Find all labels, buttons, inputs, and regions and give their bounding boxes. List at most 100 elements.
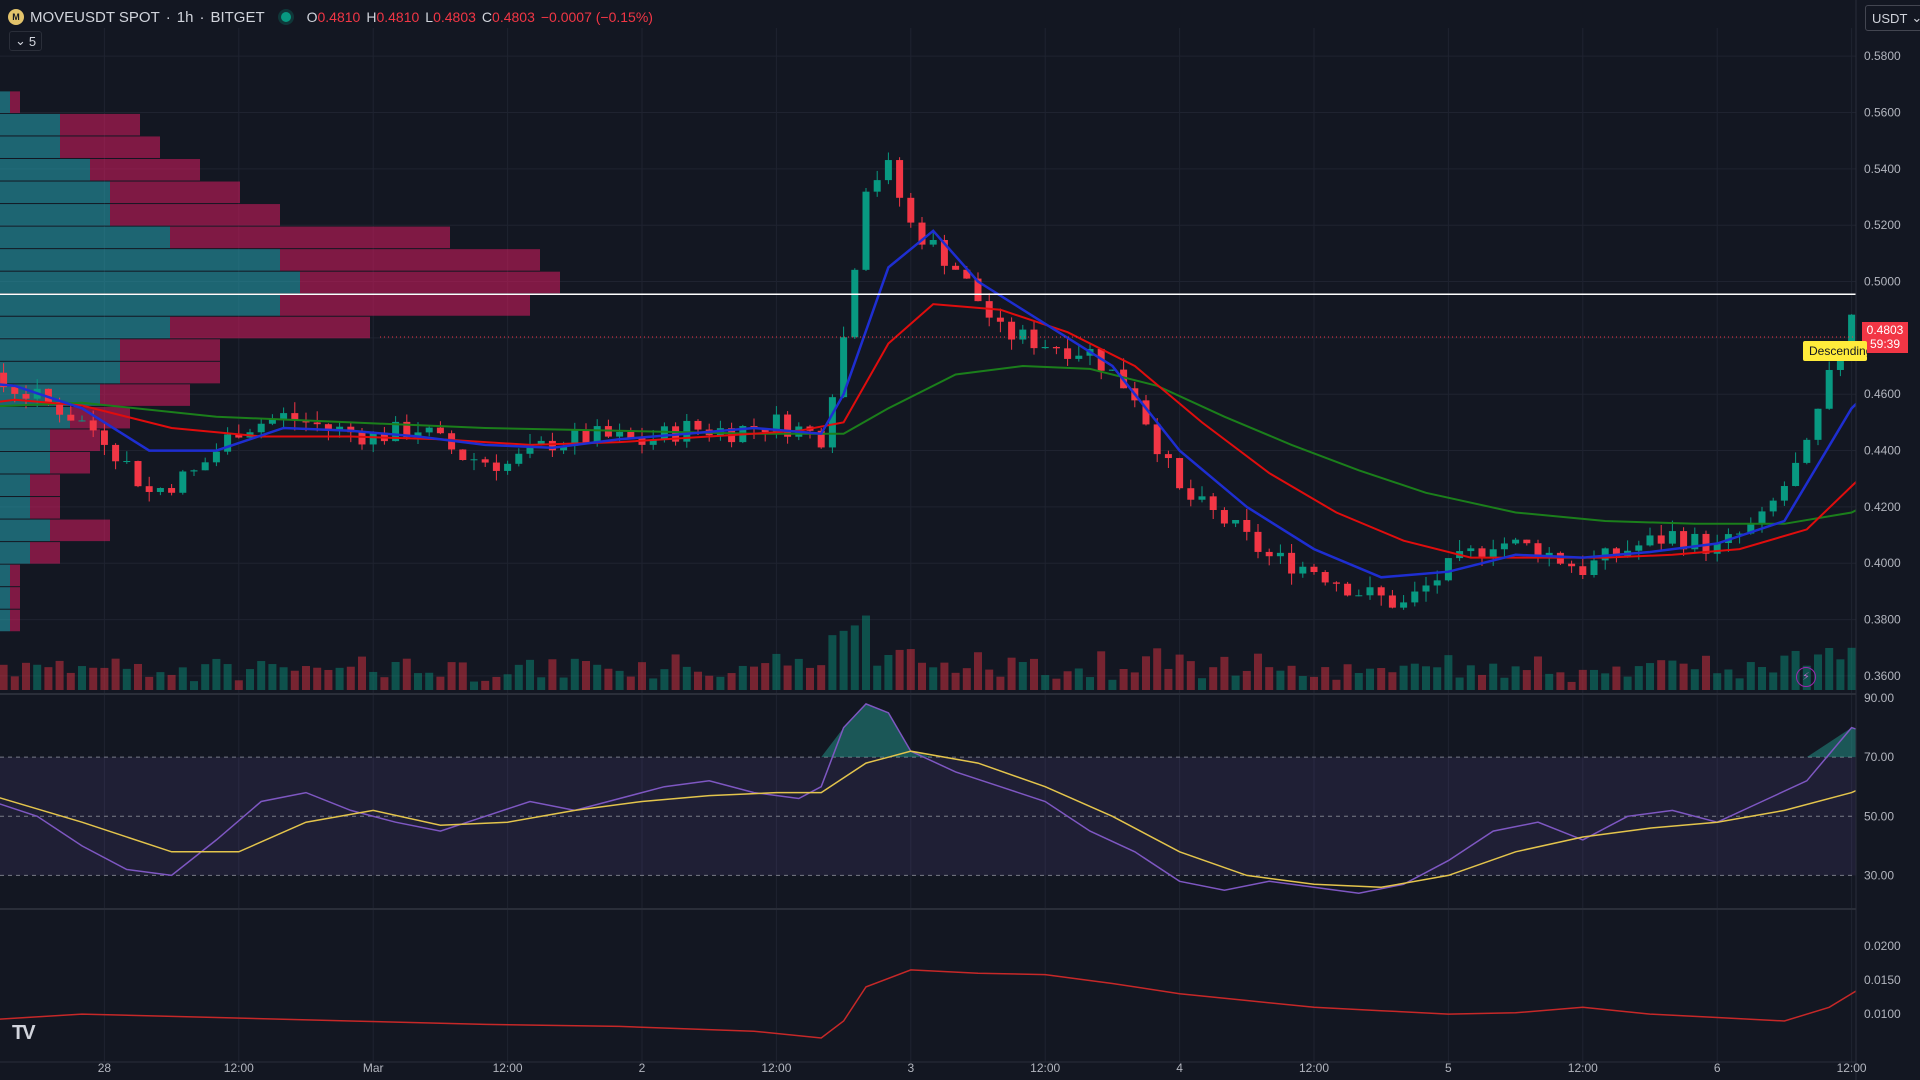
- volume-bar: [391, 661, 400, 690]
- candle-body: [1758, 511, 1766, 524]
- candle-body: [235, 434, 243, 438]
- volume-bar: [436, 676, 445, 690]
- candle-body: [0, 372, 8, 388]
- volume-bar: [1769, 672, 1778, 690]
- market-status-icon[interactable]: [280, 12, 291, 22]
- candle-body: [1680, 531, 1688, 550]
- volume-bar: [817, 665, 826, 690]
- candle-body: [403, 421, 411, 438]
- volume-bar: [1522, 670, 1531, 690]
- volume-bar: [134, 663, 142, 690]
- volume-bar: [1298, 676, 1307, 690]
- candle-body: [436, 427, 444, 434]
- candle-body: [884, 160, 892, 181]
- candle-body: [963, 269, 971, 279]
- volume-bar: [190, 681, 198, 690]
- candle-body: [347, 426, 355, 433]
- candle-body: [1265, 551, 1273, 557]
- indicator-tick-label: 0.0100: [1864, 1007, 1901, 1021]
- candle-body: [974, 278, 982, 302]
- candle-body: [1108, 369, 1116, 371]
- time-axis[interactable]: 2712:002812:00Mar12:00212:00312:00412:00…: [0, 1061, 1920, 1075]
- profile-up-bar: [0, 226, 170, 249]
- candle-body: [257, 423, 265, 433]
- profile-down-bar: [110, 181, 240, 204]
- candle-body: [593, 426, 601, 443]
- candle-body: [414, 432, 422, 438]
- profile-down-bar: [90, 158, 200, 181]
- volume-bar: [750, 666, 758, 690]
- volume-bar: [1321, 667, 1330, 690]
- volume-bar: [1030, 658, 1038, 690]
- volume-bar: [1108, 679, 1117, 690]
- last-price: 0.4803: [1866, 323, 1904, 337]
- volume-bar: [335, 667, 344, 690]
- volume-bar: [1276, 670, 1285, 690]
- symbol-name[interactable]: MOVEUSDT SPOT: [30, 8, 160, 26]
- indicators-toggle-button[interactable]: ⌄ 5: [9, 31, 43, 51]
- volume-bar: [414, 673, 422, 690]
- close-label: C: [481, 9, 493, 25]
- candle-body: [1377, 587, 1385, 596]
- candle-body: [1288, 552, 1296, 574]
- volume-bar: [548, 659, 557, 690]
- price-tick-label: 0.5600: [1864, 106, 1901, 120]
- price-tick-label: 0.5000: [1864, 275, 1901, 289]
- currency-selector[interactable]: USDT ⌄: [1865, 5, 1920, 31]
- candle-body: [280, 413, 288, 419]
- volume-bar: [873, 665, 882, 690]
- volume-bar: [458, 662, 467, 690]
- volume-bar: [962, 668, 971, 690]
- volume-bar: [402, 658, 411, 690]
- lightning-icon[interactable]: ⚡: [1796, 667, 1816, 687]
- volume-bar: [772, 653, 781, 690]
- time-tick-label: 12:00: [1837, 1061, 1867, 1075]
- volume-bar: [1074, 668, 1083, 690]
- profile-down-bar: [110, 204, 280, 226]
- volume-bar: [279, 667, 288, 690]
- profile-up-bar: [0, 429, 50, 451]
- volume-bar: [626, 676, 635, 690]
- tradingview-logo-icon[interactable]: TV: [12, 1022, 36, 1044]
- candle-body: [907, 197, 915, 223]
- candle-body: [224, 434, 232, 452]
- candle-body: [1164, 454, 1172, 459]
- volume-bar: [694, 671, 702, 690]
- volume-bar: [1153, 648, 1162, 690]
- volume-bar: [156, 672, 165, 690]
- volume-bar: [346, 666, 355, 690]
- profile-down-bar: [10, 609, 20, 632]
- volume-bar: [257, 661, 266, 690]
- price-axis[interactable]: 0.58000.56000.54000.52000.50000.48000.46…: [1855, 0, 1920, 1080]
- candle-body: [481, 459, 489, 463]
- candle-body: [1444, 558, 1452, 581]
- profile-up-bar: [0, 158, 90, 181]
- candle-body: [1232, 519, 1240, 524]
- candle-body: [67, 414, 75, 421]
- volume-bar: [1455, 677, 1464, 690]
- interval[interactable]: 1h: [176, 8, 194, 26]
- volume-bar: [839, 630, 848, 690]
- profile-down-bar: [10, 587, 20, 609]
- profile-up-bar: [0, 451, 50, 474]
- candle-body: [929, 240, 937, 245]
- candle-body: [660, 426, 668, 440]
- candlesticks[interactable]: [0, 152, 1920, 610]
- pattern-label[interactable]: Descending: [1803, 341, 1867, 361]
- candle-body: [1254, 531, 1262, 552]
- volume-bar: [425, 672, 434, 690]
- candle-body: [1579, 566, 1587, 576]
- volume-bar: [492, 676, 501, 690]
- horizontal-line[interactable]: [0, 293, 1856, 338]
- volume-bar: [727, 673, 736, 690]
- candle-body: [772, 414, 780, 432]
- volume-bar: [1399, 665, 1408, 690]
- profile-up-bar: [0, 181, 110, 204]
- candle-body: [1792, 462, 1800, 487]
- bar-countdown: 59:39: [1869, 337, 1901, 351]
- volume-bar: [537, 677, 546, 690]
- profile-up-bar: [0, 406, 70, 429]
- volume-bar: [1690, 669, 1699, 690]
- ema-slow-line: [0, 364, 1920, 525]
